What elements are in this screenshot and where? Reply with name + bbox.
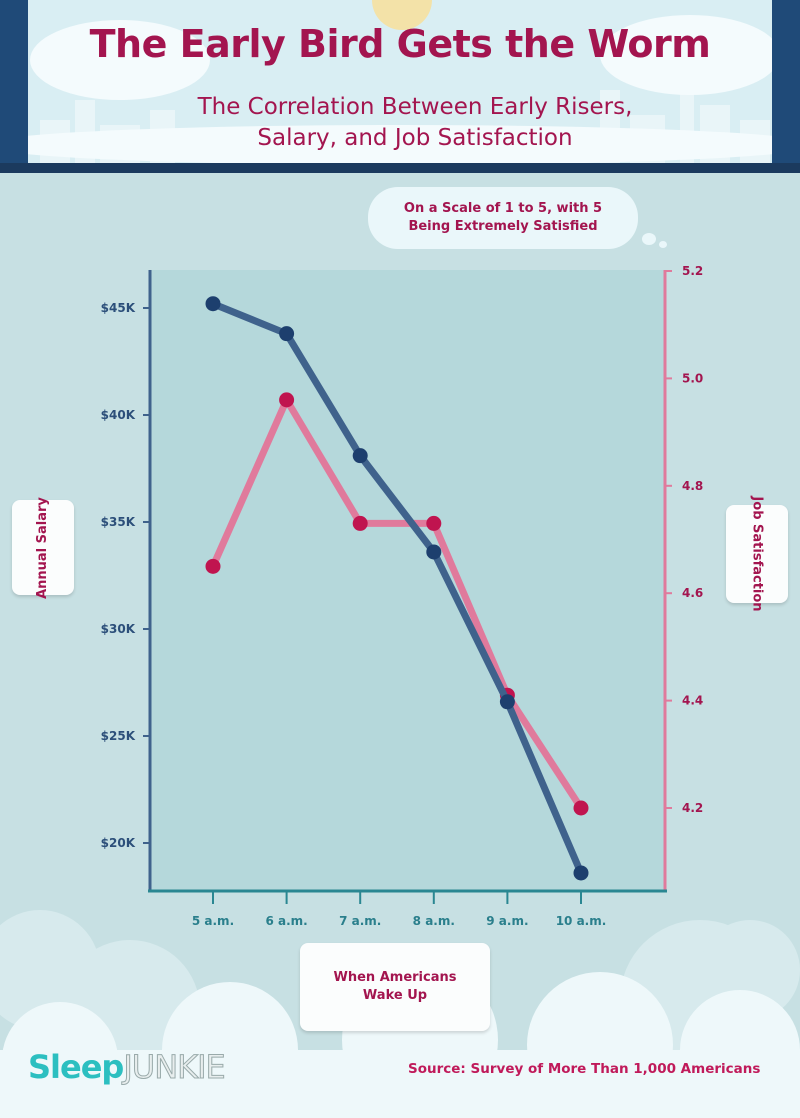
x-tick-label: 10 a.m. [556, 914, 607, 928]
satisfaction-point [205, 558, 221, 574]
y-axis-label-pillow: Annual Salary [12, 497, 74, 598]
y2-axis-label: Job Satisfaction [750, 496, 766, 612]
salary-point [573, 865, 589, 881]
x-tick-label: 8 a.m. [413, 914, 455, 928]
y-tick-label: $20K [101, 836, 136, 850]
page-subtitle: The Correlation Between Early Risers, Sa… [0, 92, 800, 154]
salary-point [279, 326, 295, 342]
scale-note-line-2: Being Extremely Satisfied [408, 219, 598, 234]
y2-tick-label: 4.6 [682, 586, 703, 600]
satisfaction-point [573, 800, 589, 816]
x-tick-label: 9 a.m. [486, 914, 528, 928]
curtain-right [772, 0, 800, 165]
page-title: The Early Bird Gets the Worm [89, 22, 711, 66]
header-banner: The Early Bird Gets the Worm The Correla… [0, 0, 800, 165]
x-axis-label: When Americans Wake Up [333, 970, 457, 1003]
y-tick-label: $30K [101, 622, 136, 636]
curtain-left [0, 0, 28, 165]
y-tick-label: $45K [101, 301, 136, 315]
y2-tick-label: 4.4 [682, 694, 703, 708]
y-axis-label: Annual Salary [35, 496, 50, 599]
subtitle-line-1: The Correlation Between Early Risers, [197, 94, 633, 120]
sleepjunkie-logo: SleepJUNKIE [28, 1048, 226, 1087]
city-skyline [0, 15, 800, 165]
y-tick-label: $35K [101, 515, 136, 529]
salary-point [352, 448, 368, 464]
salary-line [211, 300, 585, 875]
satisfaction-line [209, 396, 584, 810]
y2-tick-label: 5.2 [682, 264, 703, 278]
y2-tick-label: 4.2 [682, 801, 703, 815]
x-tick-label: 5 a.m. [192, 914, 234, 928]
scale-note-bubble: On a Scale of 1 to 5, with 5 Being Extrem… [368, 187, 638, 249]
salary-point [426, 544, 442, 560]
satisfaction-point [352, 515, 368, 531]
salary-point [205, 296, 221, 312]
y2-tick-label: 5.0 [682, 371, 703, 385]
source-note: Source: Survey of More Than 1,000 Americ… [408, 1061, 761, 1077]
subtitle-line-2: Salary, and Job Satisfaction [257, 125, 573, 151]
logo-part-2: JUNKIE [123, 1048, 226, 1087]
x-axis-label-pillow: When Americans Wake Up [300, 943, 490, 1031]
y2-axis-label-pillow: Job Satisfaction [726, 496, 788, 612]
x-tick-label: 6 a.m. [265, 914, 307, 928]
x-tick-label: 7 a.m. [339, 914, 381, 928]
logo-part-1: Sleep [28, 1048, 124, 1086]
plot-area [150, 270, 665, 890]
window-sill [0, 163, 800, 173]
salary-point [499, 694, 515, 710]
satisfaction-point [426, 515, 442, 531]
y-tick-label: $25K [101, 729, 136, 743]
y2-tick-label: 4.8 [682, 479, 703, 493]
bubble-dot [642, 233, 656, 245]
y-tick-label: $40K [101, 408, 136, 422]
scale-note-line-1: On a Scale of 1 to 5, with 5 [403, 201, 603, 216]
satisfaction-point [279, 392, 295, 408]
bubble-dot [659, 241, 667, 248]
